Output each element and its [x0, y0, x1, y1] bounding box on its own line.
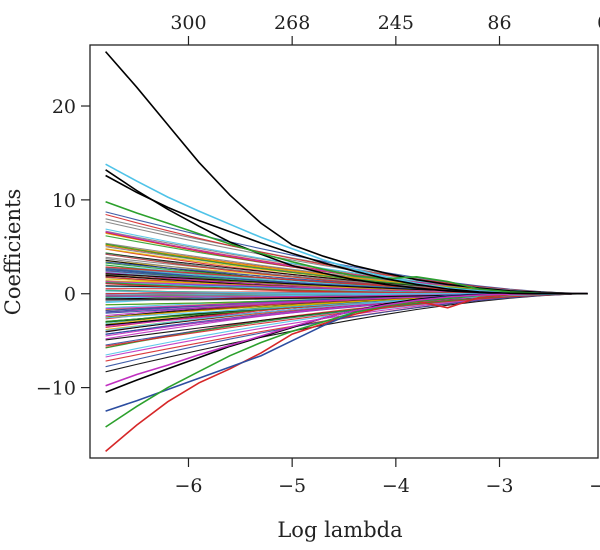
y-tick-label: 10 — [52, 190, 76, 212]
x-axis-title: Log lambda — [277, 518, 402, 542]
top-tick-label: 0 — [597, 12, 600, 34]
x-tick-label: −6 — [174, 475, 202, 497]
x-tick-label: −2 — [589, 475, 600, 497]
coefficient-line — [105, 174, 588, 295]
x-tick-label: −3 — [486, 475, 514, 497]
x-tick-label: −5 — [278, 475, 306, 497]
coefficient-line — [104, 51, 588, 295]
y-tick-label: −10 — [36, 378, 76, 400]
top-tick-label: 300 — [170, 12, 206, 34]
coefficient-lines — [104, 51, 588, 453]
coefficient-line — [105, 293, 588, 331]
coefficient-line — [105, 201, 588, 295]
top-tick-label: 245 — [378, 12, 414, 34]
plot-frame — [89, 44, 599, 459]
coefficient-line — [105, 293, 588, 347]
x-tick-label: −4 — [382, 475, 410, 497]
top-tick-label: 86 — [487, 12, 511, 34]
top-tick-label: 268 — [274, 12, 310, 34]
axes: −6 −5 −4 −3 −2 −10 0 10 20 300 268 245 86 0 — [36, 12, 600, 497]
y-tick-label: 20 — [52, 96, 76, 118]
y-tick-label: 0 — [64, 284, 76, 306]
coefficient-line — [105, 293, 588, 368]
y-axis-title: Coefficients — [1, 189, 25, 315]
